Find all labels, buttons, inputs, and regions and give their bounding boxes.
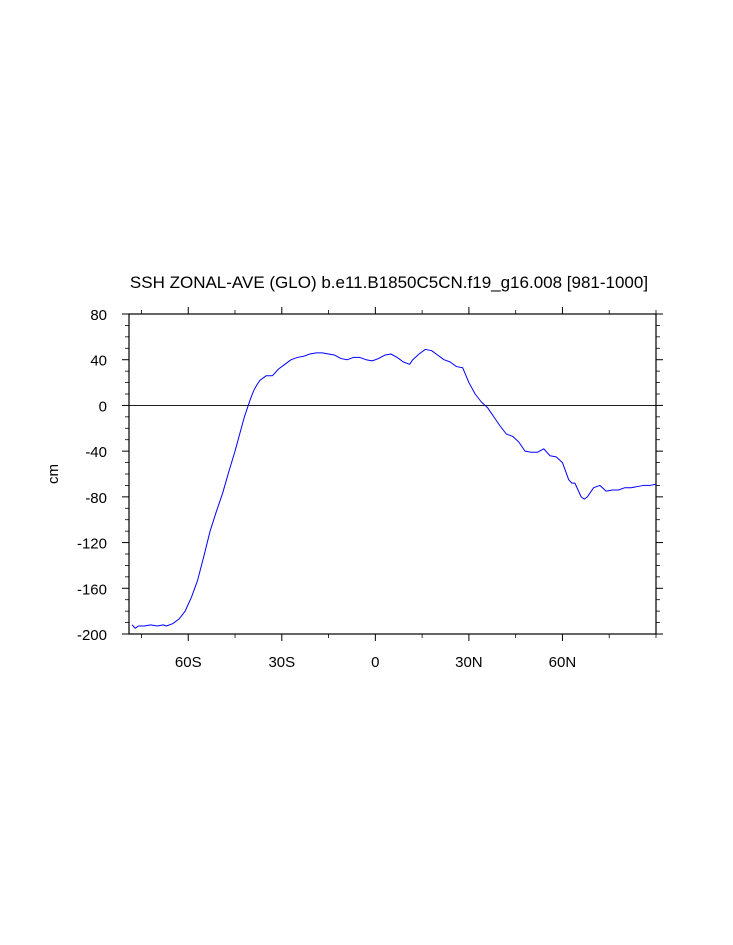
x-tick-label: 60S [175,654,202,671]
y-tick-label: 80 [90,307,107,324]
x-tick-label: 30S [268,654,295,671]
y-tick-label: 0 [99,398,107,415]
y-tick-label: -160 [77,581,107,598]
y-tick-label: 40 [90,353,107,370]
y-axis-label: cm [45,464,62,484]
x-tick-label: 0 [371,654,379,671]
chart-title: SSH ZONAL-AVE (GLO) b.e11.B1850C5CN.f19_… [130,273,648,292]
plot-frame [128,313,657,635]
y-tick-label: -200 [77,627,107,644]
ssh-series-line [131,348,657,629]
x-tick-label: 60N [549,654,577,671]
plot-area: 80 40 0 -40 -80 -120 -160 -200 60S 30S 0 30N 60N [77,307,663,671]
y-tick-label: -80 [85,490,107,507]
y-tick-label: -120 [77,536,107,553]
x-tick-label: 30N [455,654,483,671]
y-tick-label: -40 [85,444,107,461]
